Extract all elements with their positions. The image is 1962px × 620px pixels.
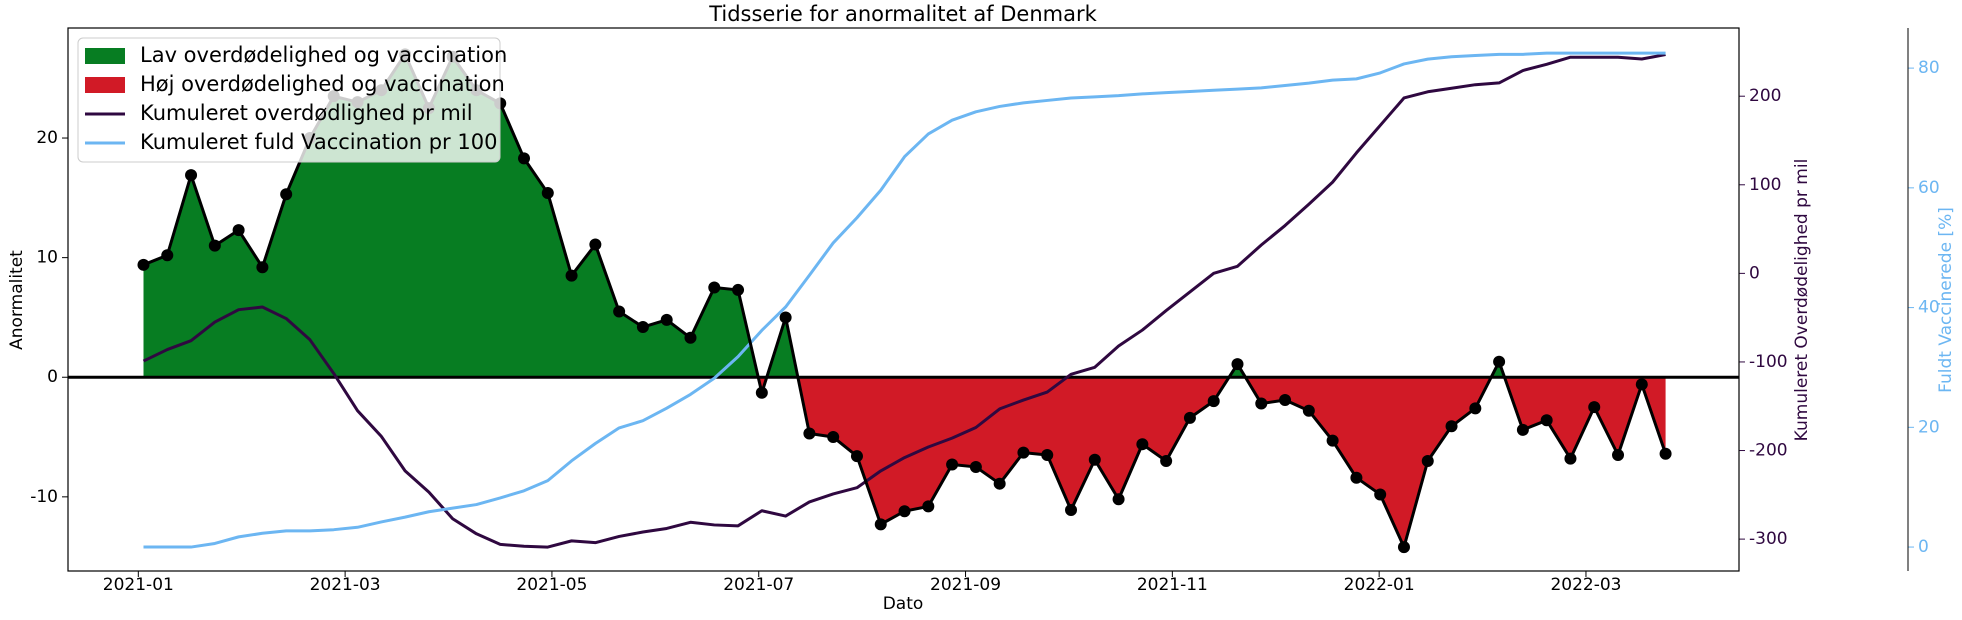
marker	[1397, 541, 1410, 554]
x-tick-label: 2021-07	[723, 575, 794, 595]
marker	[1421, 454, 1434, 467]
x-tick-label: 2021-09	[930, 575, 1001, 595]
marker	[541, 187, 554, 200]
marker	[1659, 447, 1672, 460]
marker	[874, 518, 887, 531]
x-axis-label: Dato	[883, 594, 924, 614]
marker	[208, 239, 221, 252]
marker	[636, 321, 649, 334]
y2-axis-label: Kumuleret Overdødelighed pr mil	[1792, 159, 1812, 442]
y2-tick-label: 100	[1749, 175, 1781, 195]
marker	[161, 249, 174, 262]
marker	[660, 313, 673, 326]
legend-label: Kumuleret overdødlighed pr mil	[140, 101, 473, 125]
marker	[565, 269, 578, 282]
marker	[803, 427, 816, 440]
marker	[1279, 393, 1292, 406]
x-tick-label: 2021-11	[1137, 575, 1208, 595]
marker	[1183, 411, 1196, 424]
marker	[779, 311, 792, 324]
plot-frame	[67, 27, 1740, 572]
marker	[1612, 448, 1625, 461]
chart-title: Tidsserie for anormalitet af Denmark	[708, 2, 1097, 26]
marker	[137, 258, 150, 271]
marker	[1017, 446, 1030, 459]
legend-box	[77, 37, 501, 163]
marker	[589, 238, 602, 251]
marker	[922, 500, 935, 513]
marker	[1302, 404, 1315, 417]
area-above	[143, 54, 1666, 378]
marker	[518, 152, 531, 165]
y-tick-label: 0	[47, 367, 58, 387]
marker	[1088, 453, 1101, 466]
marker	[1350, 471, 1363, 484]
y2-tick-label: 200	[1749, 86, 1781, 106]
marker	[613, 305, 626, 318]
marker	[732, 283, 745, 296]
marker	[1207, 395, 1220, 408]
y3-axis-label: Fuldt Vaccinerede [%]	[1936, 207, 1956, 393]
marker	[280, 188, 293, 201]
y2-tick-label: -100	[1749, 352, 1788, 372]
line	[142, 53, 1666, 549]
marker	[755, 386, 768, 399]
y3-tick-label: 20	[1918, 417, 1940, 437]
x-tick-label: 2022-03	[1550, 575, 1621, 595]
marker	[1041, 448, 1054, 461]
marker	[684, 331, 697, 344]
marker	[1374, 488, 1387, 501]
legend-label: Høj overdødelighed og vaccination	[140, 72, 505, 96]
marker	[1445, 420, 1458, 433]
marker	[1326, 434, 1339, 447]
legend-label: Kumuleret fuld Vaccination pr 100	[140, 130, 497, 154]
marker	[1065, 504, 1078, 517]
marker	[1136, 438, 1149, 451]
x-tick-label: 2022-01	[1344, 575, 1415, 595]
marker	[1493, 355, 1506, 368]
y-tick-label: 20	[36, 128, 58, 148]
y2-tick-label: 0	[1749, 263, 1760, 283]
marker	[1469, 402, 1482, 415]
marker	[256, 261, 269, 274]
marker	[993, 477, 1006, 490]
legend-swatch	[85, 77, 125, 93]
marker	[850, 450, 863, 463]
marker	[1588, 401, 1601, 414]
marker	[946, 458, 959, 471]
x-tick-label: 2021-05	[516, 575, 587, 595]
marker	[1635, 378, 1648, 391]
plot-area	[68, 48, 1739, 554]
y3-tick-label: 0	[1918, 537, 1929, 557]
marker	[1516, 423, 1529, 436]
y2-tick-label: -300	[1749, 529, 1788, 549]
y-axis-label: Anormalitet	[7, 250, 27, 350]
marker	[898, 505, 911, 518]
y3-tick-label: 80	[1918, 58, 1940, 78]
marker	[1540, 414, 1553, 427]
marker	[1255, 397, 1268, 410]
marker	[232, 224, 245, 237]
legend-label: Lav overdødelighed og vaccination	[140, 43, 507, 67]
y-tick-label: 10	[36, 248, 58, 268]
marker	[185, 169, 198, 182]
x-tick-label: 2021-01	[103, 575, 174, 595]
marker	[1112, 493, 1125, 506]
marker	[1231, 358, 1244, 371]
marker	[708, 281, 721, 294]
x-tick-label: 2021-03	[310, 575, 381, 595]
y3-tick-label: 40	[1918, 298, 1940, 318]
marker	[827, 431, 840, 444]
y-tick-label: -10	[30, 487, 58, 507]
y2-tick-label: -200	[1749, 441, 1788, 461]
legend-swatch	[85, 48, 125, 64]
marker	[1564, 452, 1577, 465]
marker	[1160, 454, 1173, 467]
line	[143, 51, 1666, 549]
marker	[969, 460, 982, 473]
y3-tick-label: 60	[1918, 178, 1940, 198]
